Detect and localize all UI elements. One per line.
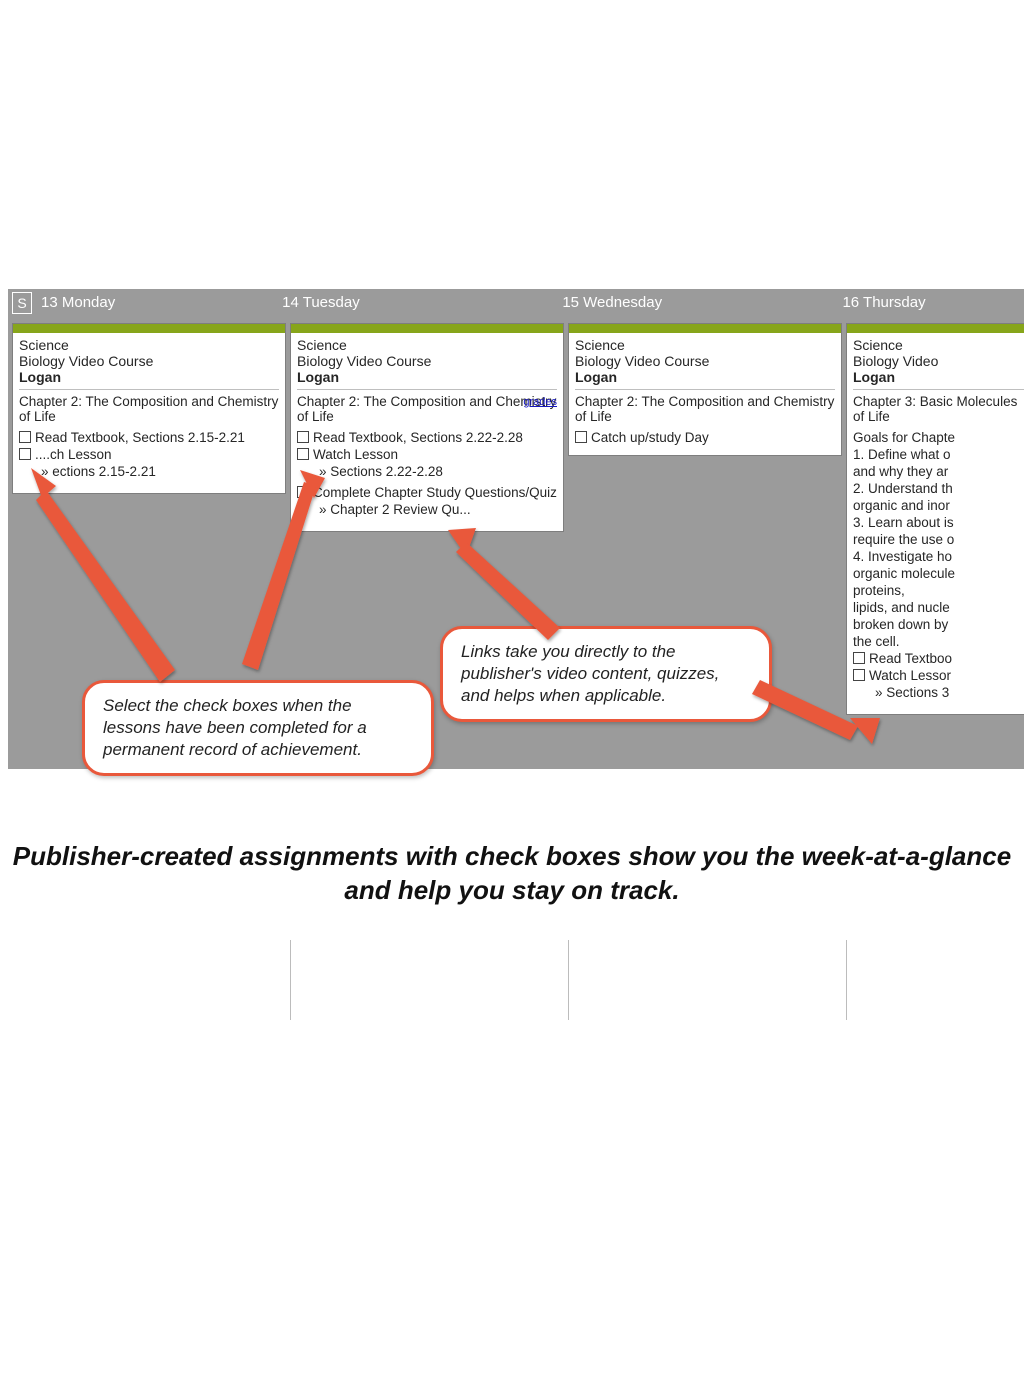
canvas: S 13 Monday 14 Tuesday 15 Wednesday 16 T…	[0, 0, 1024, 1376]
caption-text: Publisher-created assignments with check…	[13, 841, 1011, 905]
caption: Publisher-created assignments with check…	[0, 840, 1024, 908]
